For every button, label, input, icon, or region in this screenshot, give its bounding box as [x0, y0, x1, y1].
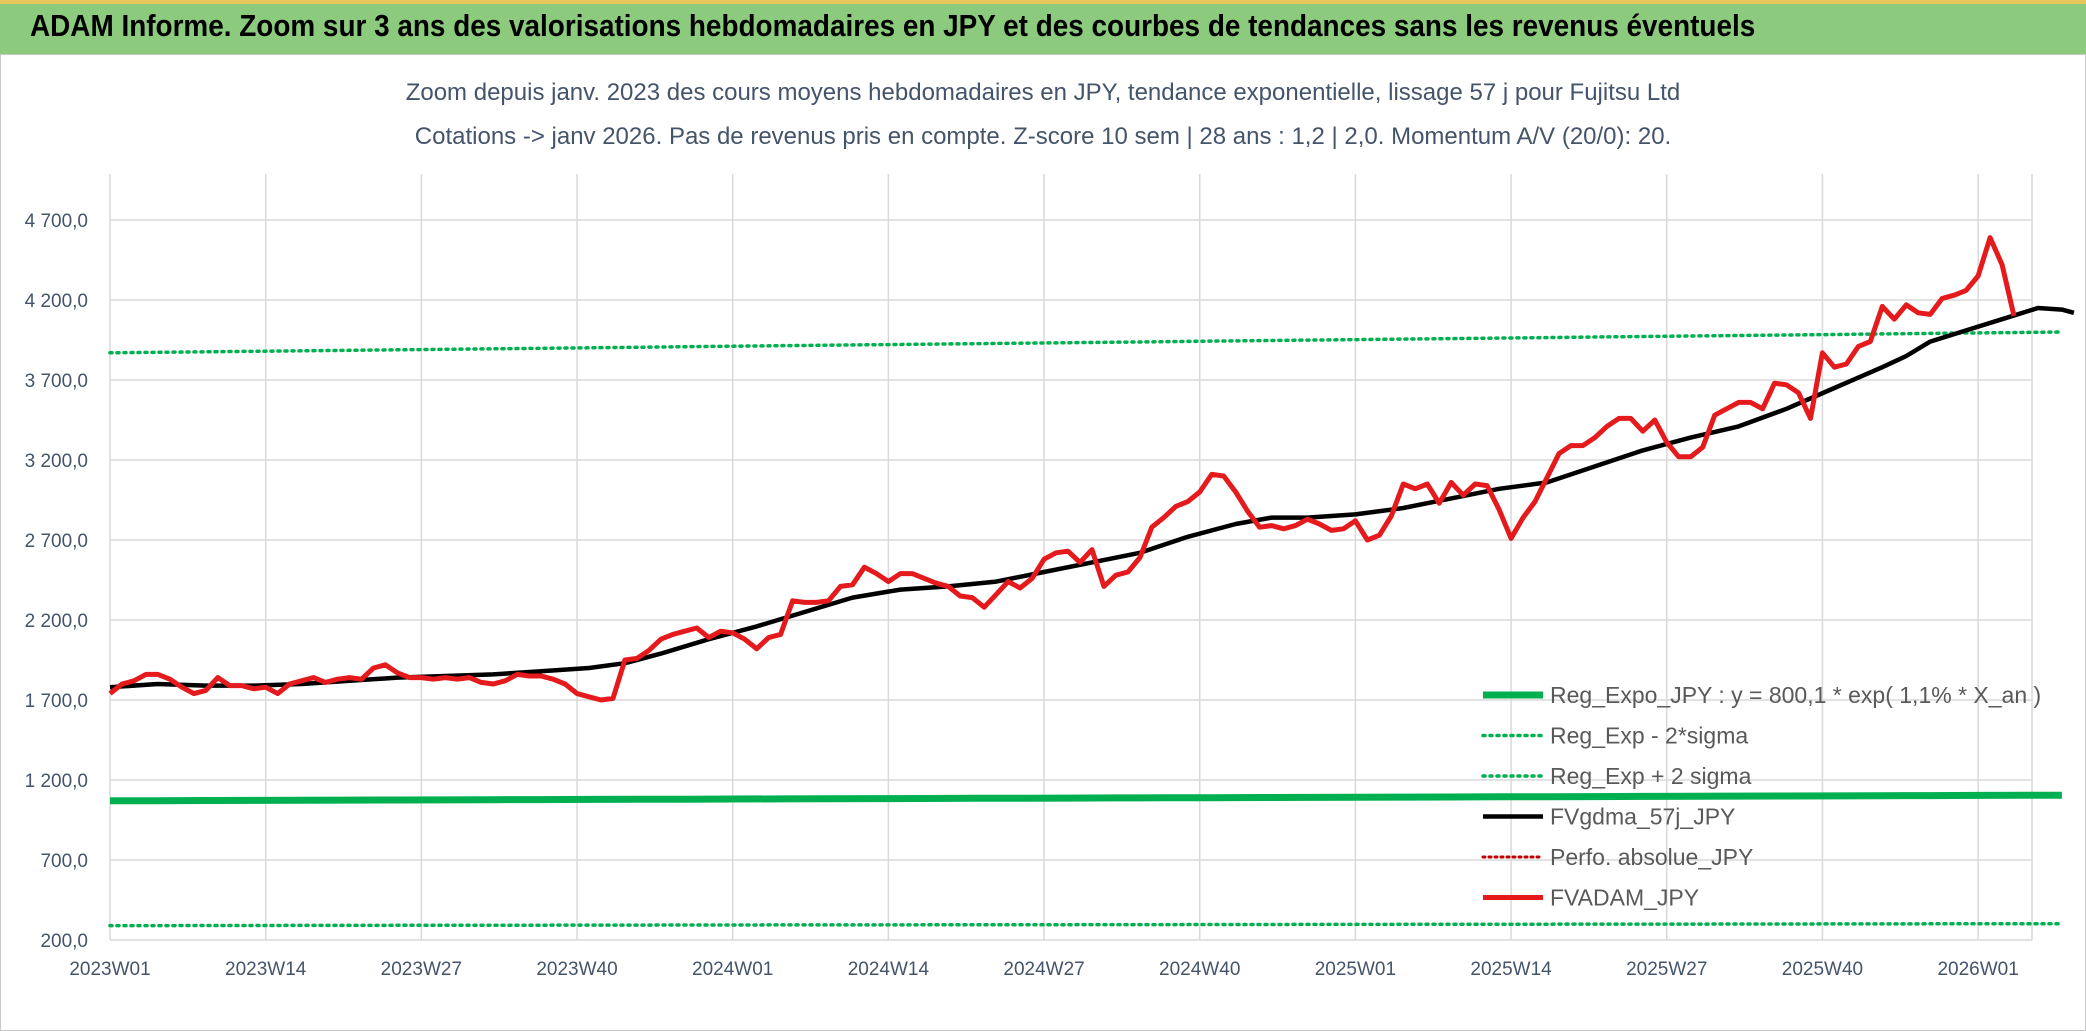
axes: 200,0 700,0 1 200,0 1 700,0 2 200,0 2 700,0 3 … — [25, 211, 2019, 980]
x-tick-label: 2024W27 — [1003, 959, 1084, 980]
legend-label-reg_expo: Reg_Expo_JPY : y = 800,1 * exp( 1,1% * X… — [1550, 682, 2041, 708]
fvgdma-line — [109, 305, 2075, 690]
reg-minus-2sigma-line — [108, 921, 2064, 928]
x-tick-label: 2023W40 — [536, 959, 617, 980]
report-banner: ADAM Informe. Zoom sur 3 ans des valoris… — [0, 0, 2086, 54]
x-tick-label: 2024W01 — [692, 959, 773, 980]
x-tick-label: 2025W14 — [1470, 959, 1552, 980]
legend-label-reg_minus: Reg_Exp - 2*sigma — [1550, 723, 1748, 749]
report-title: ADAM Informe. Zoom sur 3 ans des valoris… — [30, 8, 1756, 43]
line-chart: Zoom depuis janv. 2023 des cours moyens … — [25, 79, 2075, 980]
reg-plus-2sigma-line — [108, 330, 2064, 355]
y-tick-label: 4 200,0 — [25, 291, 88, 312]
x-tick-label: 2024W40 — [1159, 959, 1240, 980]
legend: Reg_Expo_JPY : y = 800,1 * exp( 1,1% * X… — [1481, 682, 2041, 911]
x-tick-label: 2025W40 — [1782, 959, 1863, 980]
fvadam-line — [108, 235, 2017, 703]
x-tick-label: 2025W27 — [1626, 959, 1707, 980]
y-tick-label: 2 200,0 — [25, 611, 88, 632]
x-tick-label: 2025W01 — [1315, 959, 1396, 980]
reg-expo-line — [109, 791, 2062, 805]
legend-label-fvgdma: FVgdma_57j_JPY — [1550, 804, 1735, 830]
grid — [109, 174, 2033, 941]
y-tick-label: 1 200,0 — [25, 771, 88, 792]
y-tick-label: 3 200,0 — [25, 451, 88, 472]
x-tick-label: 2023W14 — [225, 959, 307, 980]
x-tick-label: 2023W01 — [69, 959, 150, 980]
y-tick-label: 3 700,0 — [25, 371, 88, 392]
chart-title-line1: Zoom depuis janv. 2023 des cours moyens … — [406, 79, 1681, 106]
series — [108, 235, 2075, 928]
legend-label-fvadam: FVADAM_JPY — [1550, 885, 1699, 911]
y-tick-label: 2 700,0 — [25, 531, 88, 552]
y-tick-label: 700,0 — [40, 851, 88, 872]
chart-area: Zoom depuis janv. 2023 des cours moyens … — [0, 54, 2086, 1031]
y-tick-label: 4 700,0 — [25, 211, 88, 232]
y-tick-label: 1 700,0 — [25, 691, 88, 712]
x-tick-label: 2026W01 — [1937, 959, 2018, 980]
x-tick-label: 2024W14 — [848, 959, 930, 980]
y-tick-label: 200,0 — [40, 931, 88, 952]
legend-label-perfo: Perfo. absolue_JPY — [1550, 844, 1753, 870]
legend-label-reg_plus: Reg_Exp + 2 sigma — [1550, 763, 1752, 789]
chart-title-line2: Cotations -> janv 2026. Pas de revenus p… — [415, 123, 1671, 150]
x-tick-label: 2023W27 — [381, 959, 462, 980]
